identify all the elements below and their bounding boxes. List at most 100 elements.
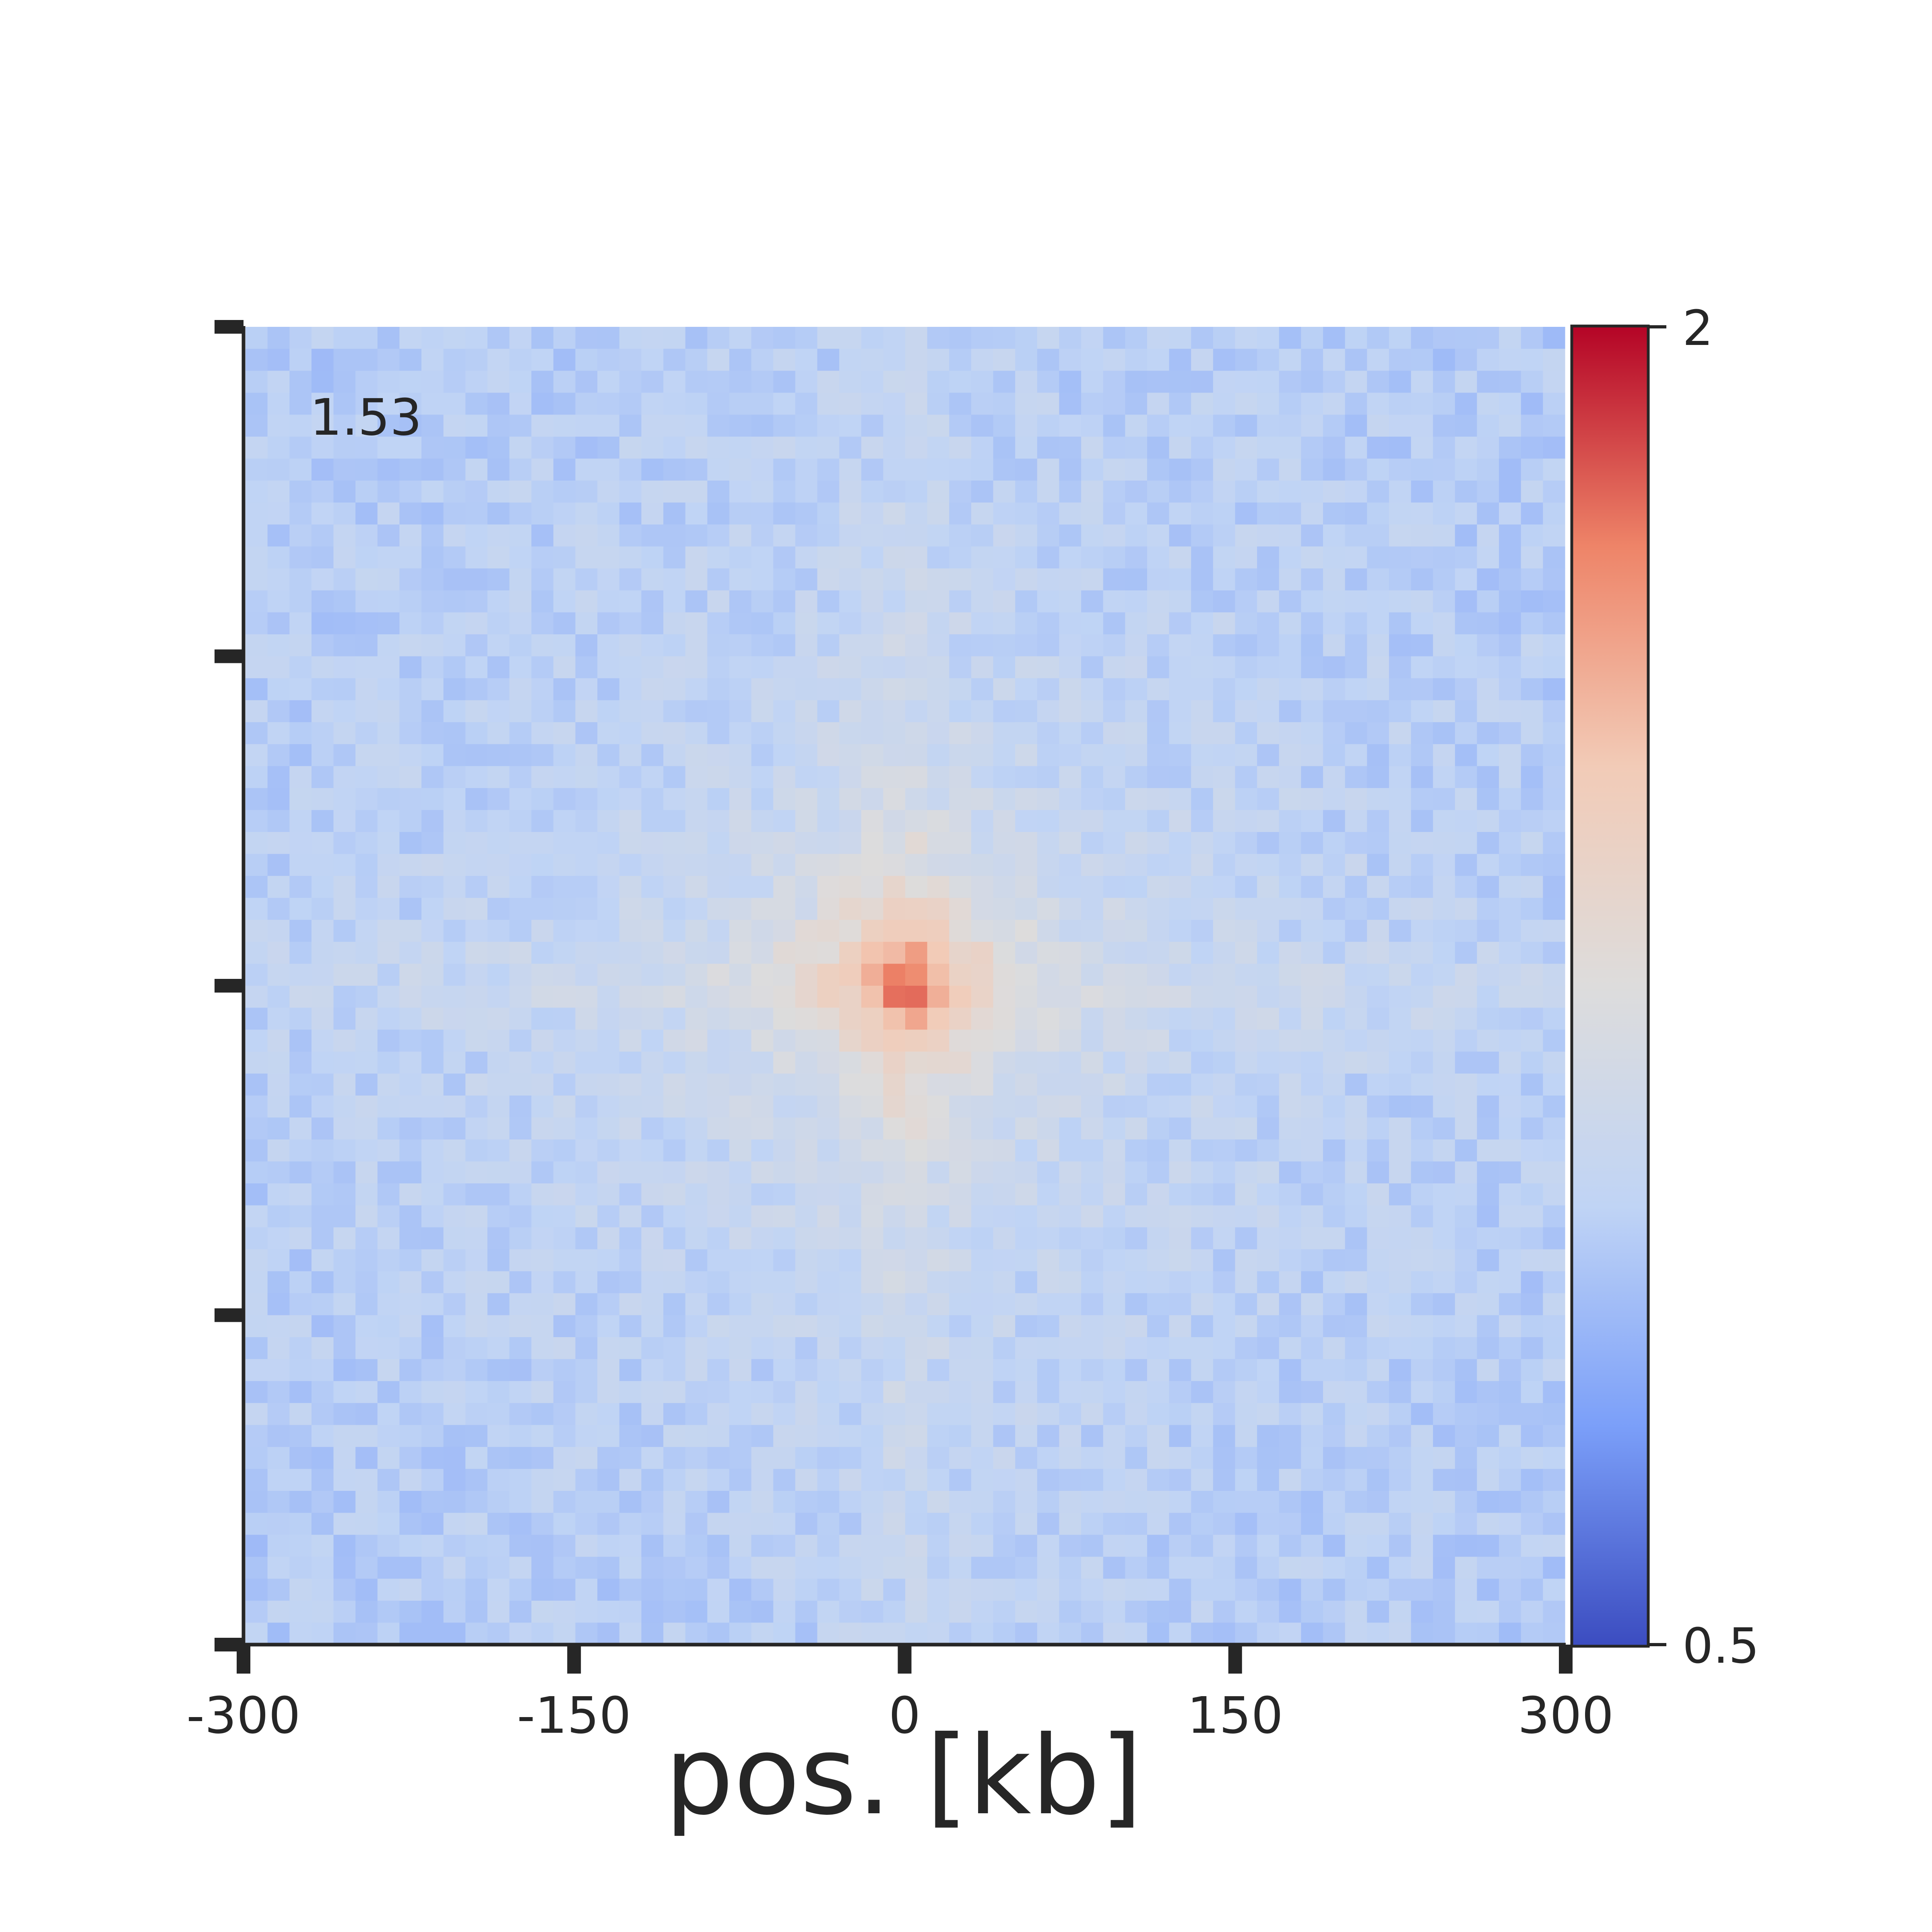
heatmap-cell: [1059, 1315, 1082, 1338]
heatmap-cell: [421, 1403, 444, 1425]
heatmap-cell: [1367, 1556, 1389, 1579]
heatmap-cell: [1543, 1315, 1565, 1338]
heatmap-cell: [399, 1161, 422, 1184]
heatmap-cell: [399, 1359, 422, 1381]
heatmap-cell: [1455, 1227, 1478, 1250]
heatmap-cell: [1477, 1249, 1499, 1271]
heatmap-cell: [619, 941, 642, 964]
heatmap-cell: [377, 941, 400, 964]
heatmap-cell: [246, 480, 268, 503]
heatmap-cell: [1191, 1315, 1214, 1338]
heatmap-cell: [465, 1579, 488, 1601]
heatmap-cell: [663, 546, 686, 569]
heatmap-cell: [619, 349, 642, 371]
heatmap-cell: [971, 1337, 994, 1360]
heatmap-cell: [597, 1139, 620, 1162]
heatmap-cell: [707, 1337, 730, 1360]
heatmap-cell: [1301, 1030, 1323, 1052]
heatmap-cell: [1257, 832, 1280, 855]
heatmap-cell: [1037, 1622, 1060, 1645]
heatmap-cell: [553, 986, 576, 1008]
heatmap-cell: [905, 392, 928, 415]
heatmap-cell: [1477, 1535, 1499, 1557]
heatmap-cell: [663, 964, 686, 986]
heatmap-cell: [377, 1425, 400, 1447]
heatmap-cell: [465, 941, 488, 964]
heatmap-cell: [927, 502, 949, 525]
heatmap-cell: [421, 371, 444, 393]
heatmap-cell: [1169, 634, 1191, 657]
heatmap-cell: [729, 766, 752, 788]
heatmap-cell: [1015, 502, 1038, 525]
heatmap-cell: [487, 788, 510, 811]
heatmap-cell: [1191, 722, 1214, 745]
heatmap-cell: [685, 986, 708, 1008]
heatmap-cell: [905, 854, 928, 876]
heatmap-cell: [1125, 941, 1148, 964]
heatmap-cell: [443, 1535, 466, 1557]
heatmap-cell: [1191, 986, 1214, 1008]
heatmap-cell: [1147, 964, 1170, 986]
heatmap-cell: [355, 700, 378, 722]
heatmap-cell: [1059, 590, 1082, 613]
heatmap-cell: [927, 1359, 949, 1381]
heatmap-cell: [927, 634, 949, 657]
heatmap-cell: [1499, 1249, 1521, 1271]
heatmap-cell: [311, 722, 334, 745]
heatmap-cell: [1169, 1271, 1191, 1294]
heatmap-cell: [861, 810, 883, 832]
heatmap-cell: [531, 1447, 554, 1470]
heatmap-cell: [1411, 876, 1433, 898]
heatmap-cell: [685, 1381, 708, 1404]
heatmap-cell: [1543, 876, 1565, 898]
heatmap-cell: [443, 810, 466, 832]
heatmap-cell: [377, 722, 400, 745]
heatmap-cell: [971, 1249, 994, 1271]
heatmap-cell: [707, 1556, 730, 1579]
heatmap-cell: [1345, 568, 1367, 591]
heatmap-cell: [1125, 1161, 1148, 1184]
heatmap-cell: [1389, 766, 1412, 788]
heatmap-cell: [575, 436, 598, 459]
heatmap-cell: [685, 524, 708, 547]
heatmap-cell: [465, 1139, 488, 1162]
heatmap-cell: [949, 854, 972, 876]
heatmap-cell: [905, 1359, 928, 1381]
heatmap-cell: [399, 590, 422, 613]
heatmap-cell: [905, 1117, 928, 1140]
heatmap-cell: [1521, 1447, 1543, 1470]
heatmap-cell: [1521, 1161, 1543, 1184]
heatmap-cell: [751, 371, 774, 393]
heatmap-cell: [707, 766, 730, 788]
heatmap-cell: [817, 898, 840, 920]
heatmap-cell: [1081, 371, 1104, 393]
heatmap-cell: [1323, 876, 1346, 898]
heatmap-cell: [971, 1315, 994, 1338]
heatmap-cell: [641, 634, 664, 657]
heatmap-cell: [1015, 1425, 1038, 1447]
heatmap-cell: [1367, 1139, 1389, 1162]
heatmap-cell: [795, 1600, 818, 1623]
heatmap-cell: [1499, 1513, 1521, 1535]
heatmap-cell: [993, 1315, 1016, 1338]
heatmap-cell: [1323, 1381, 1346, 1404]
heatmap-cell: [487, 546, 510, 569]
heatmap-cell: [641, 546, 664, 569]
heatmap-cell: [751, 1556, 774, 1579]
heatmap-cell: [861, 1249, 883, 1271]
heatmap-cell: [399, 546, 422, 569]
heatmap-cell: [795, 986, 818, 1008]
heatmap-cell: [575, 986, 598, 1008]
heatmap-cell: [1389, 700, 1412, 722]
heatmap-cell: [619, 436, 642, 459]
heatmap-cell: [1543, 788, 1565, 811]
heatmap-cell: [1521, 964, 1543, 986]
heatmap-cell: [487, 1007, 510, 1030]
heatmap-cell: [1059, 480, 1082, 503]
heatmap-cell: [1367, 1227, 1389, 1250]
heatmap-cell: [311, 1205, 334, 1228]
heatmap-cell: [1433, 436, 1455, 459]
heatmap-cell: [267, 1579, 290, 1601]
heatmap-cell: [377, 1447, 400, 1470]
heatmap-cell: [1213, 898, 1236, 920]
